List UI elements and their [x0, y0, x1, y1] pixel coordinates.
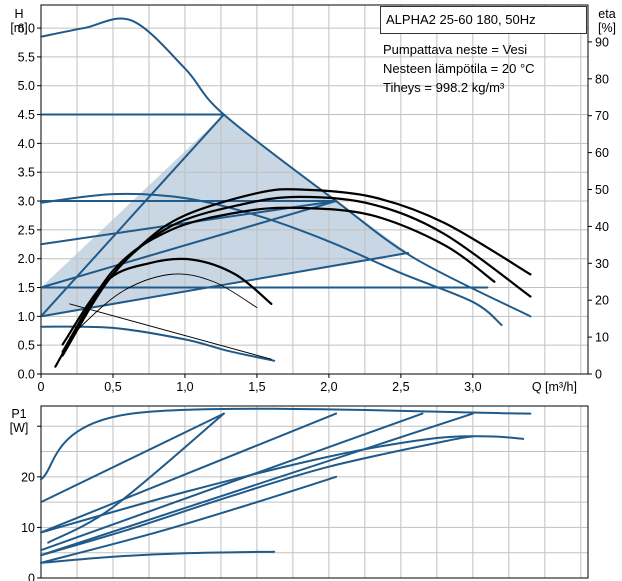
- y-tick-label: 2.5: [18, 223, 35, 237]
- x-tick-label: 0,5: [104, 380, 121, 394]
- x-tick-label: 0: [38, 380, 45, 394]
- series-line-8: [40, 192, 503, 326]
- plot-area-bottom: [41, 406, 588, 578]
- y2-axis-label: eta: [598, 7, 615, 21]
- fluid-info-line: Nesteen lämpötila = 20 °C: [383, 61, 535, 76]
- y-tick-label: 5.5: [18, 50, 35, 64]
- y-axis-label: H: [14, 7, 23, 21]
- y-tick-label: 5.0: [18, 79, 35, 93]
- series-line-4: [40, 113, 225, 318]
- y2-tick-label: 70: [595, 109, 609, 123]
- series-line-100: [40, 407, 532, 481]
- p-tick-label: 10: [21, 521, 35, 535]
- series-line-102: [40, 412, 338, 534]
- x-tick-label: 2,0: [320, 380, 337, 394]
- y2-tick-label: 60: [595, 146, 609, 160]
- y-tick-label: 1.5: [18, 281, 35, 295]
- product-label: ALPHA2 25-60 180, 50Hz: [380, 6, 587, 34]
- series-line-15: [69, 303, 272, 360]
- y2-tick-label: 0: [595, 368, 602, 382]
- y-tick-label: 3.5: [18, 166, 35, 180]
- series-line-107: [40, 435, 474, 557]
- series-line-13: [61, 257, 273, 346]
- p-axis-label: [W]: [10, 421, 29, 435]
- series-line-7: [40, 251, 410, 318]
- y2-tick-label: 20: [595, 294, 609, 308]
- series-line-104: [40, 412, 474, 557]
- x-tick-label: 2,5: [392, 380, 409, 394]
- x-tick-label: 3,0: [464, 380, 481, 394]
- y-tick-label: 0.5: [18, 339, 35, 353]
- y-tick-label: 3.0: [18, 195, 35, 209]
- y-tick-label: 1.0: [18, 310, 35, 324]
- x-tick-label: 1,5: [248, 380, 265, 394]
- series-line-103: [40, 412, 424, 552]
- series-line-9: [40, 325, 276, 362]
- plot-frame-bottom: [40, 405, 589, 579]
- series-line-101: [40, 412, 225, 504]
- x-axis-label: Q [m³/h]: [532, 380, 577, 394]
- y-tick-label: 4.5: [18, 108, 35, 122]
- y2-tick-label: 80: [595, 72, 609, 86]
- series-line-105: [47, 412, 225, 544]
- y2-tick-label: 40: [595, 220, 609, 234]
- series-line-14: [69, 273, 258, 338]
- series-line-109: [40, 550, 276, 564]
- series-line-11: [61, 195, 532, 357]
- y2-tick-label: 90: [595, 35, 609, 49]
- y-tick-label: 2.0: [18, 252, 35, 266]
- series-line-108: [40, 475, 338, 564]
- p-tick-label: 20: [21, 470, 35, 484]
- y-tick-label: 6.0: [18, 22, 35, 36]
- fluid-info-line: Pumpattava neste = Vesi: [383, 42, 528, 57]
- y2-tick-label: 10: [595, 331, 609, 345]
- series-line-106: [40, 435, 525, 534]
- p-tick-label: 0: [28, 572, 35, 581]
- y-axis-label: [m]: [10, 21, 27, 35]
- y-tick-label: 0.0: [18, 368, 35, 382]
- series-line-6: [40, 200, 338, 289]
- y2-tick-label: 50: [595, 183, 609, 197]
- y2-tick-label: 30: [595, 257, 609, 271]
- fluid-info: Pumpattava neste = Vesi Nesteen lämpötil…: [383, 40, 535, 97]
- x-tick-label: 1,0: [176, 380, 193, 394]
- y-tick-label: 4.0: [18, 137, 35, 151]
- p-axis-label: P1: [11, 407, 26, 421]
- y2-axis-label: [%]: [598, 21, 616, 35]
- fluid-info-line: Tiheys = 998.2 kg/m³: [383, 80, 505, 95]
- series-line-12: [61, 206, 496, 353]
